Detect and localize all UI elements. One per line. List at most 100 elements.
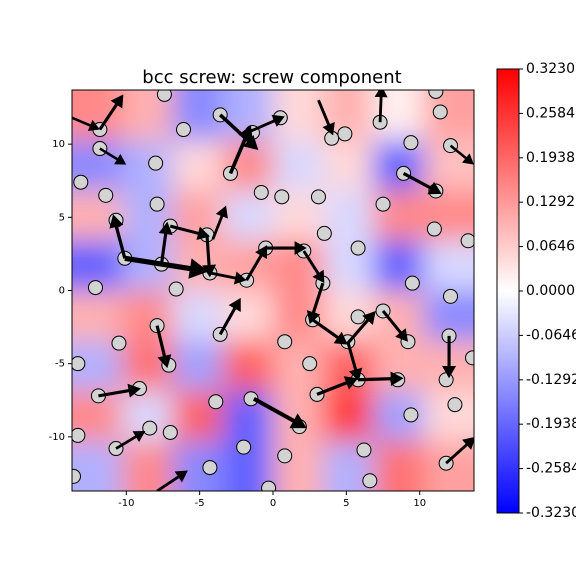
arrow [381,310,408,342]
arrow [99,147,127,165]
y-tick-label: -10 [49,432,65,443]
atom [356,442,372,458]
atom [350,240,366,256]
arrow [156,470,188,491]
field-cell [222,140,275,192]
colorbar-tick-label: -0.3230 [526,505,576,521]
atom [350,309,366,325]
atom [316,225,332,241]
atom [426,221,442,237]
field-cell [172,340,224,392]
arrow [245,245,268,282]
atom [432,104,448,120]
atom [310,189,326,205]
atom [208,394,224,410]
atom [98,187,114,203]
atom [142,420,158,436]
y-tick-label: 10 [52,139,65,150]
atom [202,460,218,476]
arrow [374,90,388,123]
atom [72,427,86,443]
atom [253,184,269,200]
arrow [311,318,348,345]
arrow [346,310,376,345]
arrow [158,221,173,265]
x-tick-label: 0 [270,498,276,509]
atom [148,155,164,171]
field-cell [222,340,275,392]
arrow [211,205,228,240]
atom [302,356,318,372]
field-cell [72,290,124,342]
arrow [218,113,259,151]
arrow [265,241,307,255]
arrow [402,172,442,195]
arrow [109,214,127,259]
field-cell [172,440,224,491]
arrow [250,114,285,133]
arrow [209,271,247,285]
field-cell [122,440,174,491]
colorbar-tick-label: 0.2584 [526,105,575,121]
arrow [306,282,325,325]
atom [460,233,474,249]
arrow [169,224,210,240]
field-cell [222,190,275,242]
atom [156,90,172,102]
field-cell [122,140,174,192]
atom [168,281,184,297]
field-cell [373,140,425,192]
x-tick-label: 10 [413,498,426,509]
arrow [316,376,359,396]
atom [447,397,463,413]
arrow [302,250,325,284]
arrow [98,94,124,131]
atom [438,372,454,388]
arrow [449,144,474,165]
atom [274,189,290,205]
atom [176,122,192,138]
field-cell [373,440,425,491]
field-cell [72,90,124,142]
chart-title: bcc screw: screw component [142,67,401,88]
atom [428,90,444,99]
arrow [202,234,217,278]
atom [337,126,353,142]
atom [443,288,459,304]
field-cell [72,240,124,292]
atom [362,473,378,489]
atom [375,196,391,212]
colorbar [496,68,520,514]
y-tick-label: 5 [59,212,65,223]
atom [396,165,412,181]
atom [403,135,419,151]
field-cell [323,240,375,292]
field-cell [423,390,474,442]
atom [277,334,293,350]
y-tick-label: -5 [55,359,65,370]
arrow [346,341,363,382]
arrow [72,116,100,131]
field-cell [323,140,375,192]
atom [72,356,86,372]
field-cell [272,90,325,142]
atom [111,335,127,351]
y-tick-label: 0 [59,286,65,297]
atom [162,424,178,440]
atom [72,468,81,484]
colorbar-tick-label: 0.0000 [526,283,575,299]
field-cell [272,140,325,192]
arrow [445,437,474,465]
arrow [124,255,209,279]
field-cell [423,90,474,142]
arrow [252,397,307,429]
arrow [218,297,241,336]
atom [261,480,277,491]
colorbar-tick-label: 0.1292 [526,194,575,210]
atom [73,174,89,190]
colorbar-tick-label: -0.1292 [526,372,576,388]
arrow [317,99,335,136]
field-cell [72,440,124,491]
